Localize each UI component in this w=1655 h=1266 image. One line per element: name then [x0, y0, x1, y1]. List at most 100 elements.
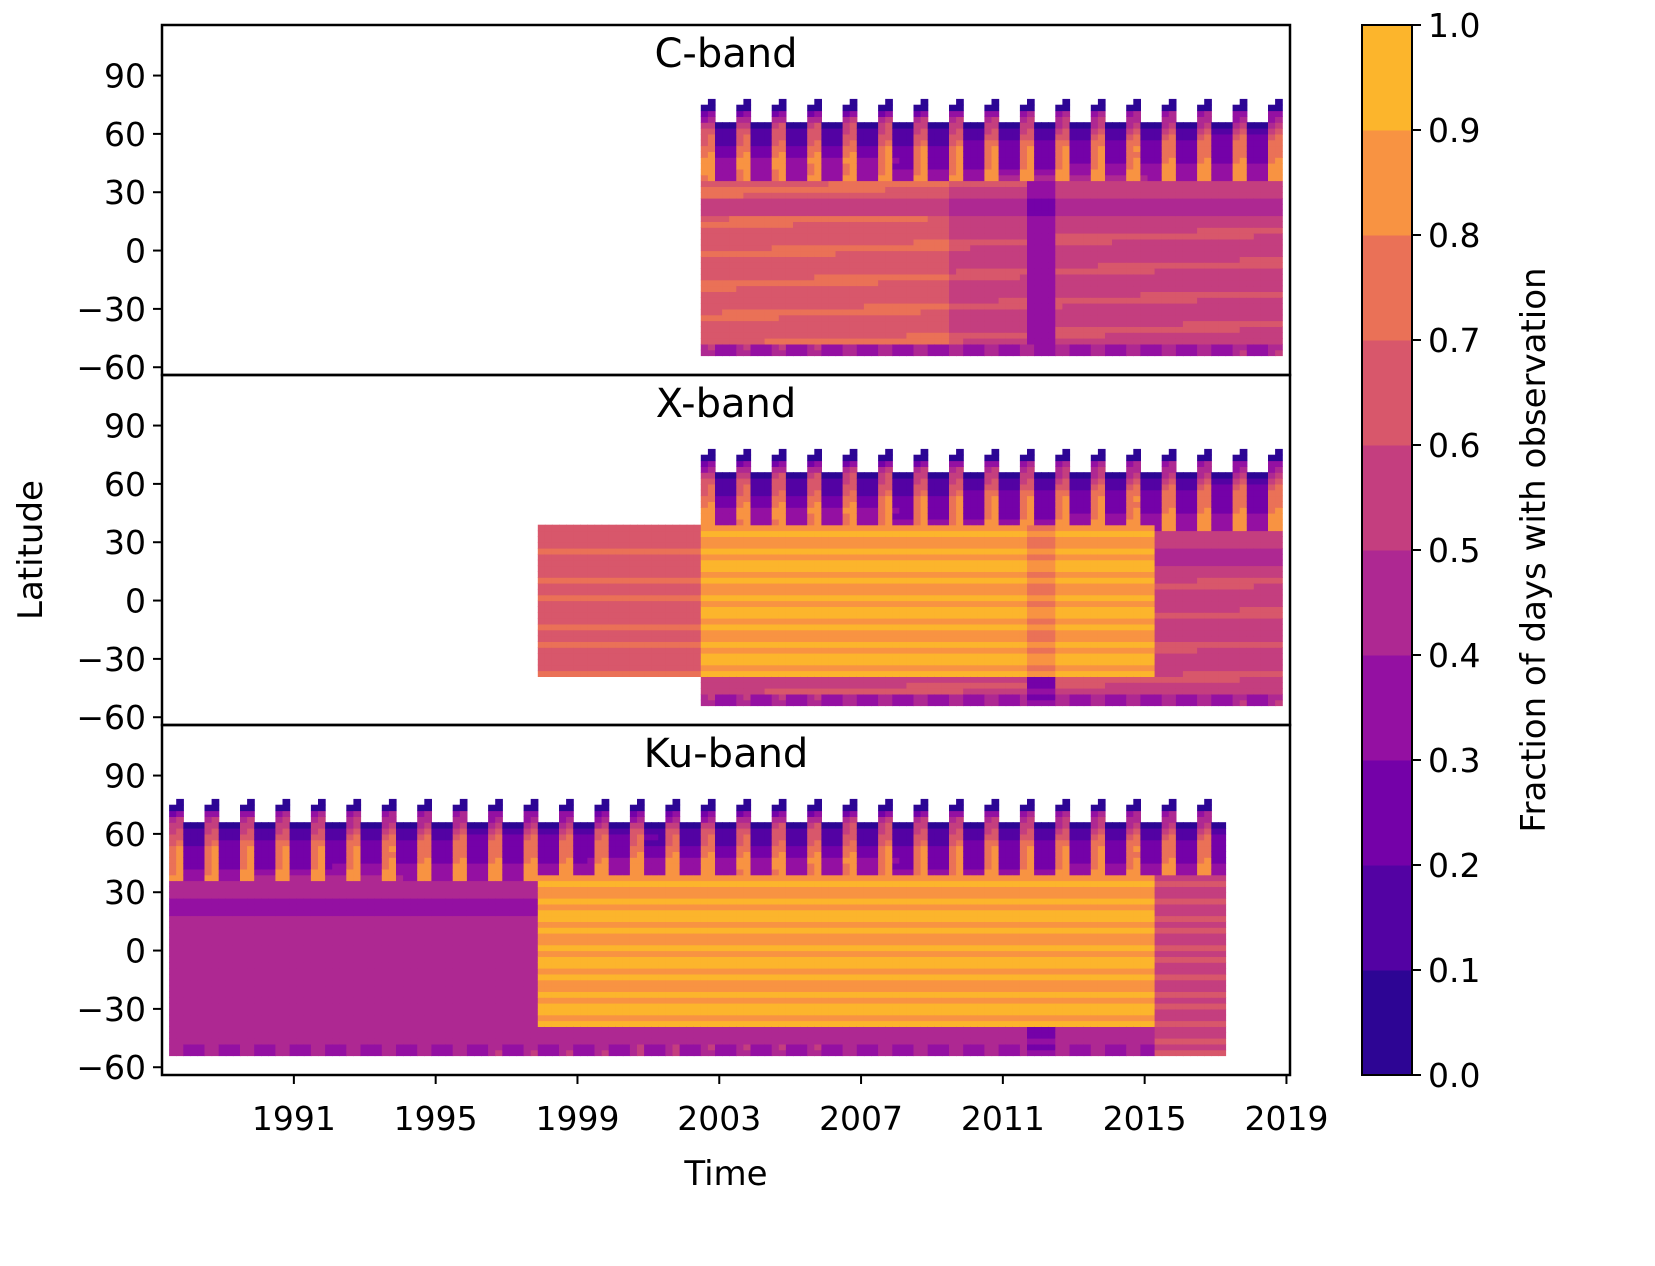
heat-cell — [856, 571, 865, 578]
heat-cell — [941, 209, 950, 217]
heat-cell — [1253, 157, 1262, 164]
heat-cell — [828, 203, 837, 211]
heat-cell — [963, 145, 971, 152]
heat-cell — [1253, 320, 1262, 327]
heat-cell — [1097, 221, 1106, 228]
heat-cell — [629, 606, 638, 613]
heat-cell — [1112, 303, 1120, 310]
heat-cell — [821, 658, 830, 666]
heat-cell — [892, 157, 900, 164]
heat-cell — [1147, 192, 1156, 199]
heat-cell — [729, 320, 737, 327]
heat-cell — [800, 332, 808, 339]
heat-cell — [722, 524, 730, 532]
heat-cell — [1105, 221, 1113, 228]
heat-cell — [1097, 203, 1106, 211]
panel-title: C-band — [654, 31, 797, 77]
heat-cell — [878, 256, 886, 263]
heat-cell — [757, 250, 766, 257]
heat-cell — [559, 594, 567, 602]
heat-cell — [764, 530, 773, 537]
heat-cell — [863, 583, 872, 590]
heat-cell — [707, 536, 716, 543]
heat-cell — [736, 209, 744, 217]
heat-cell — [800, 606, 808, 613]
heat-cell — [693, 548, 702, 555]
heat-cell — [707, 699, 716, 707]
heat-cell — [707, 530, 716, 537]
heat-cell — [793, 583, 801, 590]
heat-cell — [991, 349, 1000, 357]
heat-cell — [757, 600, 766, 607]
heat-cell — [785, 227, 794, 234]
heat-cell — [1048, 326, 1056, 333]
heat-cell — [800, 233, 808, 240]
heat-cell — [842, 682, 851, 689]
heat-cell — [885, 349, 893, 357]
heat-cell — [892, 297, 900, 304]
heat-cell — [814, 612, 822, 619]
heat-cell — [828, 308, 837, 316]
heat-cell — [587, 664, 596, 672]
heat-cell — [707, 297, 716, 304]
heat-cell — [693, 606, 702, 613]
heat-cell — [1275, 256, 1283, 263]
heat-cell — [1062, 343, 1071, 351]
heat-cell — [842, 635, 851, 642]
heat-cell — [559, 577, 567, 584]
heat-cell — [1034, 262, 1042, 269]
heat-cell — [913, 221, 922, 228]
heat-cell — [1055, 256, 1063, 263]
heat-cell — [715, 145, 723, 152]
heat-cell — [1097, 133, 1106, 141]
heat-cell — [736, 308, 744, 316]
heat-cell — [736, 641, 744, 648]
heat-cell — [949, 349, 957, 357]
heat-cell — [537, 559, 546, 567]
heat-cell — [700, 647, 709, 654]
heat-cell — [998, 349, 1007, 357]
heat-cell — [842, 641, 851, 648]
heat-cell — [729, 326, 737, 333]
heat-cell — [722, 180, 730, 187]
heat-cell — [821, 635, 830, 642]
heat-cell — [970, 133, 978, 141]
heat-cell — [828, 186, 837, 193]
heat-cell — [892, 244, 900, 252]
heat-cell — [707, 647, 716, 654]
heat-cell — [1161, 122, 1170, 129]
heat-cell — [771, 682, 780, 689]
heat-cell — [764, 180, 773, 187]
heat-cell — [892, 145, 900, 152]
heat-cell — [601, 548, 610, 555]
heat-cell — [863, 268, 872, 275]
heat-cell — [1275, 186, 1283, 193]
heat-cell — [849, 349, 858, 357]
heat-cell — [793, 308, 801, 316]
heat-cell — [863, 553, 872, 561]
heat-cell — [1076, 244, 1085, 252]
heat-cell — [1260, 238, 1269, 246]
heat-cell — [949, 314, 957, 322]
heat-cell — [743, 157, 752, 164]
heat-cell — [927, 332, 936, 339]
heat-cell — [970, 180, 978, 187]
heat-cell — [934, 174, 943, 182]
heat-cell — [736, 180, 744, 187]
heat-cell — [842, 349, 851, 357]
heat-cell — [785, 501, 794, 508]
heat-cell — [920, 110, 929, 117]
heat-cell — [913, 349, 922, 357]
heat-cell — [764, 548, 773, 555]
heat-cell — [658, 635, 666, 642]
heat-cell — [715, 221, 723, 228]
heat-cell — [771, 507, 780, 514]
heat-cell — [934, 320, 943, 327]
heat-cell — [871, 279, 879, 287]
heat-cell — [793, 285, 801, 292]
heat-cell — [1140, 151, 1149, 158]
heat-cell — [1204, 221, 1212, 228]
heat-cell — [743, 466, 752, 473]
heat-cell — [778, 682, 787, 689]
heat-cell — [949, 157, 957, 164]
